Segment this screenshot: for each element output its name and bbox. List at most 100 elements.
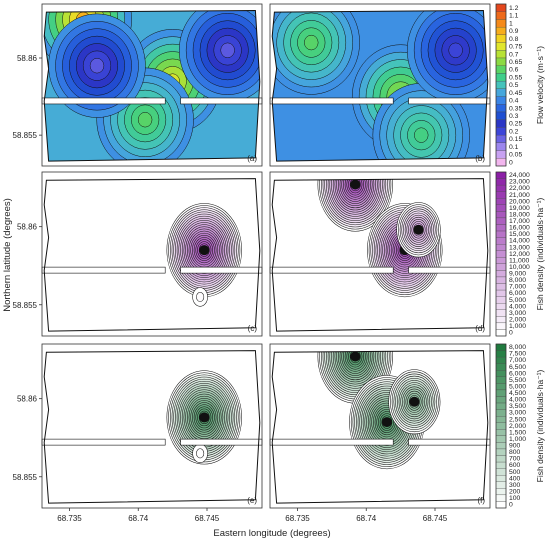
colorbar-tick-label: 1.1	[509, 13, 519, 20]
colorbar-swatch	[495, 104, 507, 113]
colorbar-tick-label: 4,000	[509, 303, 526, 310]
colorbar-swatch	[495, 376, 507, 384]
colorbar-frame	[495, 343, 507, 509]
colorbar-tick-label: 3,500	[509, 403, 526, 410]
colorbar-tick-label: 1,500	[509, 429, 526, 436]
colorbar-tick-label: 6,000	[509, 370, 526, 377]
lake-outline	[271, 9, 489, 162]
panel-label: (a)	[247, 154, 257, 163]
colorbar-tick-label: 19,000	[509, 205, 530, 212]
colorbar-swatch	[495, 224, 507, 232]
x-axis-label: Eastern longitude (degrees)	[213, 528, 330, 539]
colorbar-tick-label: 2,000	[509, 316, 526, 323]
colorbar-tick-label: 1,000	[509, 436, 526, 443]
colorbar-tick-label: 0.05	[509, 152, 522, 159]
panel-c: (c)	[41, 171, 263, 337]
colorbar-tick-label: 13,000	[509, 244, 530, 251]
colorbar-tick-label: 900	[509, 443, 521, 450]
colorbar-tick-label: 5,000	[509, 383, 526, 390]
panel-label: (e)	[247, 496, 257, 505]
colorbar-tick-label: 7,000	[509, 284, 526, 291]
colorbar-tick-label: 12,000	[509, 251, 530, 258]
colorbar-swatch	[495, 184, 507, 192]
colorbar-swatch	[495, 309, 507, 317]
colorbar-tick-label: 20,000	[509, 198, 530, 205]
colorbar-tick-label: 8,000	[509, 277, 526, 284]
colorbar-swatch	[495, 204, 507, 212]
colorbar-swatch	[495, 171, 507, 179]
colorbar-tick-label: 3,000	[509, 410, 526, 417]
colorbar-3: 8,0007,5007,0006,5006,0005,5005,0004,500…	[495, 343, 545, 509]
density-peak	[350, 351, 361, 362]
colorbar-swatch	[495, 270, 507, 278]
colorbar-swatch	[495, 409, 507, 417]
jetty-left	[269, 266, 394, 274]
x-tick-label: 68.745	[423, 514, 448, 523]
colorbar-swatch	[495, 329, 507, 337]
colorbar-swatch	[495, 88, 507, 97]
colorbar-swatch	[495, 416, 507, 423]
colorbar-frame	[495, 171, 507, 337]
colorbar-swatch	[495, 80, 507, 90]
colorbar-swatch	[495, 435, 507, 443]
colorbar-swatch	[495, 244, 507, 251]
colorbar-swatch	[495, 402, 507, 410]
panel-label: (f)	[477, 496, 485, 505]
colorbar-tick-label: 0.9	[509, 28, 519, 35]
colorbar-1: 1.21.110.90.80.750.70.650.60.550.50.450.…	[495, 3, 545, 167]
colorbar-tick-label: 2,500	[509, 416, 526, 423]
colorbar-swatch	[495, 316, 507, 324]
colorbar-swatch	[495, 389, 507, 397]
x-tick-label: 68.735	[57, 514, 82, 523]
colorbar-tick-label: 0.2	[509, 128, 519, 135]
panel-frame	[269, 3, 491, 167]
colorbar-swatch	[495, 475, 507, 482]
panel-label: (c)	[248, 324, 258, 333]
jetty-left	[269, 438, 394, 446]
jetty-left	[41, 266, 166, 274]
colorbar-swatch	[495, 494, 507, 502]
colorbar-swatch	[495, 119, 507, 128]
colorbar-swatch	[495, 150, 507, 159]
colorbar-tick-label: 0.4	[509, 98, 519, 105]
y-axis-label: Northern latitude (degrees)	[2, 198, 13, 312]
panel-frame	[41, 3, 263, 167]
lake-outline	[43, 178, 261, 332]
panel-f: (f)	[269, 343, 491, 509]
colorbar-tick-label: 0.55	[509, 74, 522, 81]
colorbar-tick-label: 0	[509, 159, 513, 166]
colorbar-tick-label: 3,000	[509, 310, 526, 317]
colorbar-swatch	[495, 26, 507, 36]
colorbar-swatch	[495, 217, 507, 225]
velocity-contour	[414, 127, 429, 143]
colorbar-tick-label: 0	[509, 502, 513, 509]
colorbar-tick-label: 5,500	[509, 377, 526, 384]
colorbar-swatch	[495, 127, 507, 136]
panel-frame	[41, 171, 263, 337]
colorbar-tick-label: 600	[509, 462, 521, 469]
colorbar-tick-label: 17,000	[509, 218, 530, 225]
colorbar-tick-label: 0.45	[509, 90, 522, 97]
lake-outline	[271, 178, 489, 332]
colorbar-tick-label: 7,500	[509, 351, 526, 358]
colorbar-swatch	[495, 111, 507, 120]
x-tick-label: 68.735	[285, 514, 310, 523]
colorbar-tick-label: 21,000	[509, 192, 530, 199]
colorbar-swatch	[495, 396, 507, 404]
velocity-contour	[220, 42, 235, 58]
colorbar-swatch	[495, 468, 507, 476]
colorbar-swatch	[495, 50, 507, 59]
colorbar-tick-label: 0.1	[509, 144, 519, 151]
colorbar-swatch	[495, 481, 507, 489]
density-peak	[409, 396, 420, 407]
colorbar-tick-label: 7,000	[509, 357, 526, 364]
colorbar-tick-label: 0.8	[509, 36, 519, 43]
colorbar-tick-label: 0.6	[509, 67, 519, 74]
lake-outline	[43, 9, 261, 162]
colorbar-tick-label: 1.2	[509, 5, 519, 12]
colorbar-swatch	[495, 142, 507, 151]
colorbar-swatch	[495, 11, 507, 20]
colorbar-swatch	[495, 448, 507, 456]
density-peak	[199, 245, 210, 256]
colorbar-label: Flow velocity (m·s⁻¹)	[535, 46, 545, 124]
